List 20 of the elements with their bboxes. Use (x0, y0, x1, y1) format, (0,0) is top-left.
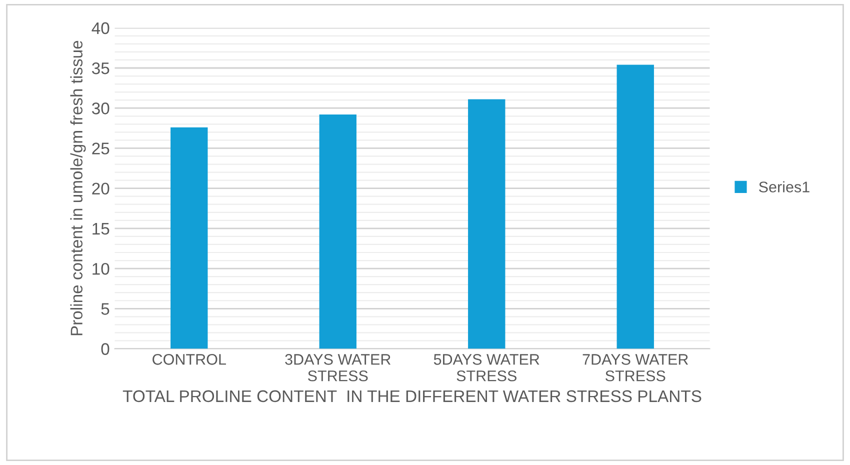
y-axis-title: Proline content in umole/gm fresh tissue (70, 40, 86, 336)
y-tick-label: 15 (92, 223, 110, 235)
y-tick-label: 20 (92, 182, 110, 195)
x-tick-label: 5DAYS WATER STRESS (434, 354, 540, 382)
y-tick-label: 10 (92, 262, 110, 275)
bar (616, 64, 654, 349)
legend-label: Series1 (759, 181, 810, 192)
bar (170, 127, 208, 349)
y-tick-label: 35 (92, 62, 110, 74)
y-tick-label: 5 (101, 303, 110, 315)
bar (319, 114, 356, 349)
x-tick-label: CONTROL (152, 354, 226, 365)
x-axis-title: TOTAL PROLINE CONTENT IN THE DIFFERENT WATER STRESS PLANTS (122, 390, 702, 402)
y-tick-label: 40 (92, 22, 110, 34)
y-tick-label: 25 (92, 142, 110, 154)
y-tick-label: 0 (101, 343, 110, 355)
x-tick-label: 3DAYS WATER STRESS (285, 354, 391, 382)
y-tick-label: 30 (92, 102, 110, 114)
x-tick-label: 7DAYS WATER STRESS (582, 354, 688, 382)
bar (468, 99, 506, 349)
